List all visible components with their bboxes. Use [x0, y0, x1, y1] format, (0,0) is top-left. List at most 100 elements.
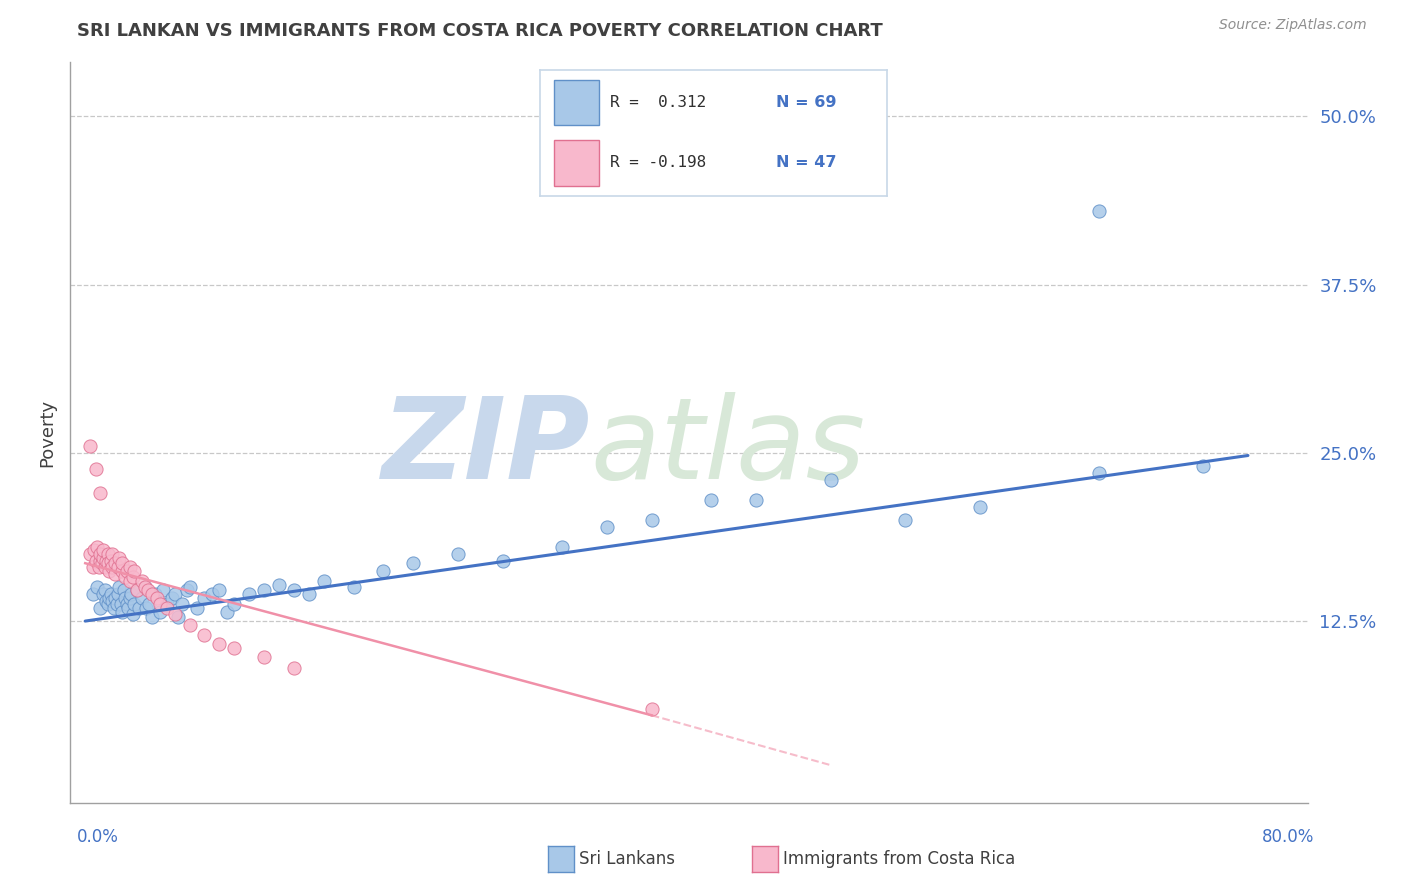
- Point: [101, 547, 124, 561]
- Point: [83, 542, 105, 557]
- Point: [115, 597, 138, 611]
- Point: [134, 581, 156, 595]
- Point: [79, 439, 101, 453]
- Point: [104, 556, 127, 570]
- Point: [820, 473, 842, 487]
- Point: [89, 486, 111, 500]
- Point: [141, 587, 163, 601]
- Point: [91, 542, 114, 557]
- Point: [179, 618, 201, 632]
- Point: [86, 540, 108, 554]
- Point: [166, 610, 188, 624]
- Point: [179, 581, 201, 595]
- Point: [82, 560, 104, 574]
- Point: [110, 597, 132, 611]
- Point: [215, 605, 238, 619]
- Text: 80.0%: 80.0%: [1263, 828, 1315, 846]
- Point: [134, 581, 156, 595]
- Point: [97, 547, 120, 561]
- Point: [141, 610, 163, 624]
- Point: [224, 640, 246, 655]
- Point: [90, 556, 112, 570]
- Point: [253, 583, 276, 598]
- Point: [342, 581, 364, 595]
- Point: [98, 564, 121, 578]
- Point: [100, 587, 122, 601]
- Point: [312, 574, 335, 588]
- Point: [91, 587, 114, 601]
- Point: [122, 607, 145, 622]
- Point: [1088, 466, 1111, 480]
- Point: [87, 560, 110, 574]
- Point: [94, 553, 117, 567]
- Point: [107, 560, 129, 574]
- Point: [91, 550, 114, 565]
- Point: [1192, 459, 1215, 474]
- Point: [163, 607, 186, 622]
- Point: [118, 560, 141, 574]
- Point: [193, 627, 215, 641]
- Point: [640, 701, 662, 715]
- Point: [143, 587, 166, 601]
- Text: Sri Lankans: Sri Lankans: [579, 850, 675, 868]
- Point: [160, 591, 183, 606]
- Point: [283, 583, 305, 598]
- Text: Source: ZipAtlas.com: Source: ZipAtlas.com: [1219, 18, 1367, 32]
- Point: [104, 591, 127, 606]
- Point: [176, 583, 198, 598]
- Point: [283, 661, 305, 675]
- Point: [373, 564, 395, 578]
- Point: [108, 550, 131, 565]
- Point: [111, 556, 134, 570]
- Text: Immigrants from Costa Rica: Immigrants from Costa Rica: [783, 850, 1015, 868]
- Point: [136, 583, 159, 598]
- Point: [127, 583, 149, 598]
- Point: [156, 600, 179, 615]
- Point: [127, 583, 149, 598]
- Point: [89, 553, 111, 567]
- Point: [969, 500, 991, 514]
- Point: [172, 597, 194, 611]
- Point: [640, 513, 662, 527]
- Point: [104, 566, 127, 581]
- Point: [491, 553, 513, 567]
- Point: [163, 587, 186, 601]
- Point: [124, 597, 146, 611]
- Text: SRI LANKAN VS IMMIGRANTS FROM COSTA RICA POVERTY CORRELATION CHART: SRI LANKAN VS IMMIGRANTS FROM COSTA RICA…: [77, 22, 883, 40]
- Text: atlas: atlas: [591, 392, 865, 503]
- Point: [149, 597, 172, 611]
- Point: [186, 600, 208, 615]
- Point: [551, 540, 574, 554]
- Point: [93, 560, 115, 574]
- Point: [122, 569, 145, 583]
- Point: [84, 462, 107, 476]
- Point: [208, 583, 231, 598]
- Point: [93, 583, 115, 598]
- Point: [103, 600, 125, 615]
- Point: [112, 583, 135, 598]
- Point: [149, 605, 172, 619]
- Point: [115, 564, 138, 578]
- Point: [700, 492, 723, 507]
- Point: [208, 637, 231, 651]
- Point: [94, 594, 117, 608]
- Point: [1088, 203, 1111, 218]
- Text: ZIP: ZIP: [381, 392, 591, 503]
- Point: [101, 594, 124, 608]
- Point: [98, 591, 121, 606]
- Point: [89, 600, 111, 615]
- Point: [253, 650, 276, 665]
- Point: [145, 591, 167, 606]
- Point: [596, 520, 619, 534]
- Point: [131, 574, 153, 588]
- Point: [82, 587, 104, 601]
- Point: [114, 569, 136, 583]
- Point: [108, 581, 131, 595]
- Point: [100, 553, 122, 567]
- Point: [138, 597, 160, 611]
- Point: [120, 587, 142, 601]
- Point: [86, 581, 108, 595]
- Point: [152, 583, 174, 598]
- Point: [107, 587, 129, 601]
- Point: [114, 591, 136, 606]
